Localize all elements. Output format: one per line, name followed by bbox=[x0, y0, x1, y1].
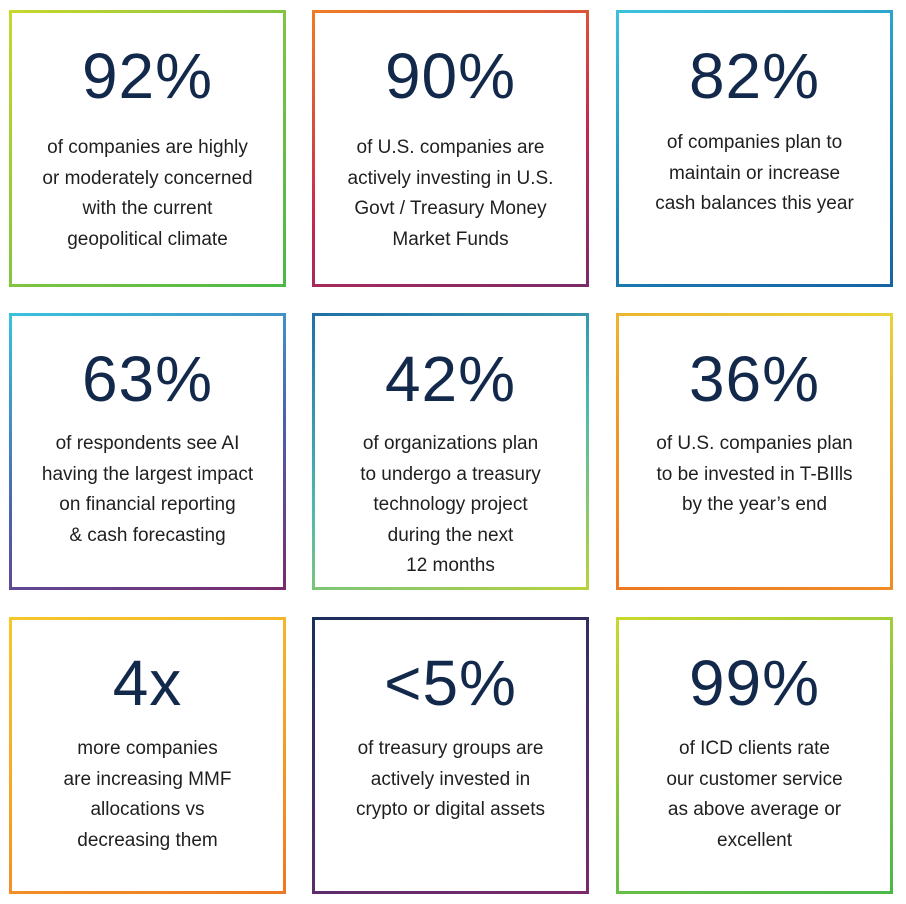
stat-card-treasury-mmf: 90% of U.S. companies are actively inves… bbox=[312, 10, 589, 287]
stat-value: 4x bbox=[112, 647, 183, 719]
stat-description: of companies are highly or moderately co… bbox=[42, 137, 253, 250]
stat-description: of organizations plan to undergo a treas… bbox=[360, 433, 541, 576]
stat-card-t-bills: 36% of U.S. companies plan to be investe… bbox=[616, 313, 893, 590]
stat-value: 82% bbox=[688, 40, 821, 112]
stat-card-customer-service: 99% of ICD clients rate our customer ser… bbox=[616, 617, 893, 894]
stat-description: of U.S. companies plan to be invested in… bbox=[656, 433, 853, 515]
stat-value: 92% bbox=[81, 40, 214, 112]
stat-card-crypto: <5% of treasury groups are actively inve… bbox=[312, 617, 589, 894]
stat-description: of U.S. companies are actively investing… bbox=[347, 137, 554, 250]
stat-description: more companies are increasing MMF alloca… bbox=[63, 738, 232, 851]
stat-description: of treasury groups are actively invested… bbox=[355, 738, 546, 820]
stat-value: 90% bbox=[384, 40, 517, 112]
stat-value: 99% bbox=[688, 647, 821, 719]
stat-card-technology-project: 42% of organizations plan to undergo a t… bbox=[312, 313, 589, 590]
stat-description: of ICD clients rate our customer service… bbox=[666, 738, 843, 851]
stat-value: 36% bbox=[688, 343, 821, 415]
stat-card-geopolitical-concern: 92% of companies are highly or moderatel… bbox=[9, 10, 286, 287]
stat-description: of respondents see AI having the largest… bbox=[41, 433, 254, 546]
stat-value: <5% bbox=[384, 647, 517, 719]
stat-card-cash-balances: 82% of companies plan to maintain or inc… bbox=[616, 10, 893, 287]
stat-card-ai-impact: 63% of respondents see AI having the lar… bbox=[9, 313, 286, 590]
stat-card-mmf-allocations: 4x more companies are increasing MMF all… bbox=[9, 617, 286, 894]
stat-value: 63% bbox=[81, 343, 214, 415]
stat-description: of companies plan to maintain or increas… bbox=[655, 132, 854, 214]
stat-value: 42% bbox=[384, 343, 517, 415]
